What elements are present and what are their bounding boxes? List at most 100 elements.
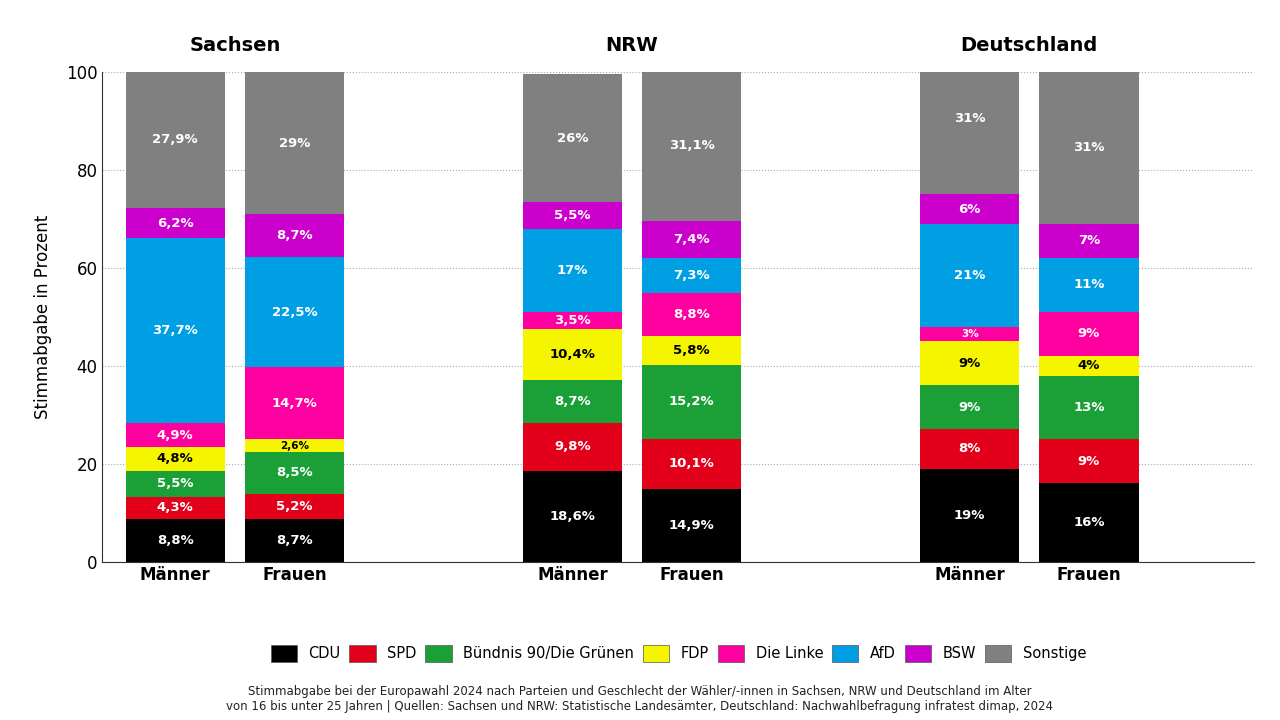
Text: 27,9%: 27,9%: [152, 133, 198, 146]
Text: 5,2%: 5,2%: [276, 500, 312, 513]
Bar: [1039, 376, 1138, 439]
Bar: [244, 439, 344, 452]
Text: 9%: 9%: [959, 357, 980, 370]
Text: 16%: 16%: [1073, 516, 1105, 529]
Text: Stimmabgabe bei der Europawahl 2024 nach Parteien und Geschlecht der Wähler/-inn: Stimmabgabe bei der Europawahl 2024 nach…: [227, 685, 1053, 713]
Text: 31,1%: 31,1%: [668, 139, 714, 152]
Text: 4,3%: 4,3%: [157, 502, 193, 515]
Text: 9%: 9%: [1078, 328, 1100, 341]
Bar: [125, 71, 225, 208]
Text: 21%: 21%: [954, 269, 986, 282]
Text: Sachsen: Sachsen: [189, 36, 280, 55]
Bar: [1039, 439, 1138, 483]
Bar: [643, 439, 741, 489]
Bar: [643, 365, 741, 439]
Bar: [920, 429, 1019, 469]
Bar: [920, 42, 1019, 194]
Bar: [244, 367, 344, 439]
Bar: [244, 519, 344, 562]
Text: 7%: 7%: [1078, 235, 1100, 248]
Text: NRW: NRW: [605, 36, 658, 55]
Bar: [244, 257, 344, 367]
Bar: [920, 194, 1019, 224]
Text: 11%: 11%: [1073, 279, 1105, 292]
Bar: [125, 518, 225, 562]
Bar: [522, 329, 622, 380]
Bar: [125, 423, 225, 447]
Text: 15,2%: 15,2%: [669, 395, 714, 408]
Bar: [522, 423, 622, 471]
Bar: [522, 229, 622, 312]
Text: 26%: 26%: [557, 132, 589, 145]
Bar: [125, 447, 225, 471]
Bar: [1039, 483, 1138, 562]
Bar: [244, 215, 344, 257]
Text: 14,9%: 14,9%: [668, 518, 714, 531]
Text: 8%: 8%: [959, 443, 980, 456]
Text: 37,7%: 37,7%: [152, 324, 198, 337]
Text: 4%: 4%: [1078, 359, 1100, 372]
Bar: [1039, 356, 1138, 376]
Bar: [643, 489, 741, 562]
Text: 5,5%: 5,5%: [554, 209, 590, 222]
Text: 5,5%: 5,5%: [157, 477, 193, 490]
Text: 7,3%: 7,3%: [673, 269, 710, 282]
Text: 8,5%: 8,5%: [276, 467, 312, 480]
Bar: [125, 238, 225, 423]
Bar: [920, 385, 1019, 429]
Bar: [643, 336, 741, 365]
Bar: [522, 312, 622, 329]
Bar: [125, 498, 225, 518]
Bar: [1039, 72, 1138, 224]
Bar: [920, 469, 1019, 562]
Bar: [920, 341, 1019, 385]
Text: 18,6%: 18,6%: [549, 510, 595, 523]
Text: 3,5%: 3,5%: [554, 314, 591, 327]
Text: 10,1%: 10,1%: [668, 457, 714, 470]
Text: 7,4%: 7,4%: [673, 233, 710, 246]
Bar: [643, 293, 741, 336]
Text: 8,7%: 8,7%: [554, 395, 591, 408]
Text: 2,6%: 2,6%: [280, 441, 308, 451]
Text: 17%: 17%: [557, 264, 588, 276]
Y-axis label: Stimmabgabe in Prozent: Stimmabgabe in Prozent: [35, 215, 52, 419]
Text: 3%: 3%: [961, 329, 979, 339]
Bar: [522, 202, 622, 229]
Text: 6%: 6%: [959, 202, 980, 215]
Text: 14,7%: 14,7%: [271, 397, 317, 410]
Text: 6,2%: 6,2%: [157, 217, 193, 230]
Text: 4,9%: 4,9%: [157, 428, 193, 441]
Bar: [643, 221, 741, 258]
Bar: [920, 327, 1019, 341]
Bar: [125, 471, 225, 498]
Bar: [522, 471, 622, 562]
Bar: [1039, 312, 1138, 356]
Text: 4,8%: 4,8%: [157, 452, 193, 465]
Bar: [125, 208, 225, 238]
Bar: [244, 73, 344, 215]
Text: 8,8%: 8,8%: [157, 534, 193, 546]
Bar: [244, 452, 344, 493]
Bar: [522, 74, 622, 202]
Bar: [522, 380, 622, 423]
Text: 10,4%: 10,4%: [549, 348, 595, 361]
Text: 8,7%: 8,7%: [276, 534, 312, 546]
Bar: [244, 493, 344, 519]
Legend: CDU, SPD, Bündnis 90/Die Grünen, FDP, Die Linke, AfD, BSW, Sonstige: CDU, SPD, Bündnis 90/Die Grünen, FDP, Di…: [270, 645, 1087, 662]
Bar: [1039, 224, 1138, 258]
Bar: [1039, 258, 1138, 312]
Bar: [643, 69, 741, 221]
Text: 9,8%: 9,8%: [554, 440, 591, 453]
Text: 13%: 13%: [1073, 401, 1105, 414]
Text: 22,5%: 22,5%: [271, 306, 317, 319]
Text: 5,8%: 5,8%: [673, 344, 710, 357]
Text: 19%: 19%: [954, 508, 986, 521]
Text: 29%: 29%: [279, 137, 310, 150]
Text: 8,7%: 8,7%: [276, 229, 312, 242]
Bar: [920, 224, 1019, 327]
Text: 31%: 31%: [954, 112, 986, 125]
Bar: [643, 258, 741, 293]
Text: 9%: 9%: [1078, 455, 1100, 468]
Text: Deutschland: Deutschland: [961, 36, 1098, 55]
Text: 8,8%: 8,8%: [673, 308, 710, 321]
